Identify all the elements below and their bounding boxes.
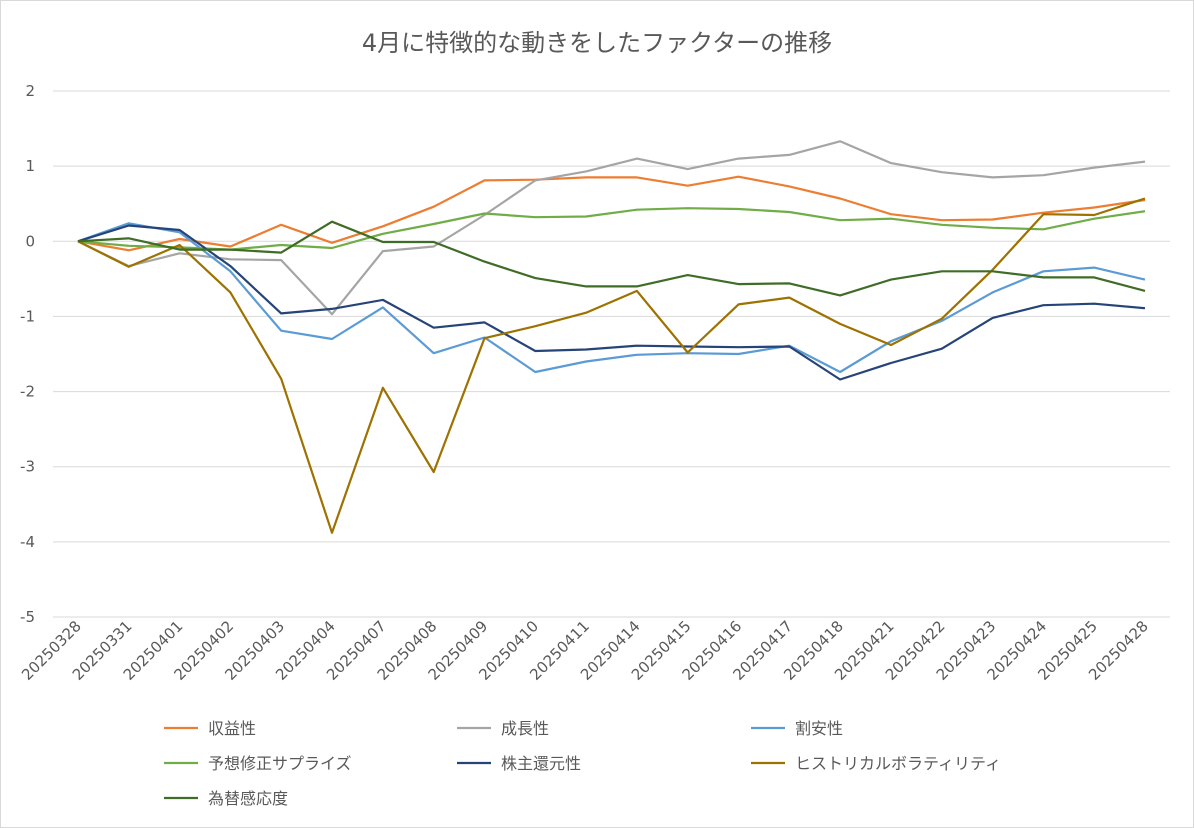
y-tick-label: 1 [25,157,35,175]
legend-label: 割安性 [795,719,843,738]
legend-item: 割安性 [751,719,843,738]
legend-label: ヒストリカルボラティリティ [795,754,1001,773]
series-line-6 [77,220,1146,297]
series-line-5 [77,197,1146,534]
y-tick-label: 2 [25,82,35,100]
y-tick-label: -1 [20,307,35,325]
legend-item: 株主還元性 [457,754,581,773]
gridlines [53,90,1170,618]
y-tick-label: -3 [20,458,35,476]
legend-item: ヒストリカルボラティリティ [751,754,1001,773]
legend-label: 為替感応度 [208,789,288,808]
legend-item: 予想修正サプライズ [164,754,352,773]
x-axis-ticks: 2025032820250331202504012025040220250403… [18,617,1152,684]
y-axis-ticks: 2 1 0 -1 -2 -3 -4 -5 [20,82,35,626]
series-line-2 [77,222,1146,374]
y-tick-label: -2 [20,383,35,401]
legend-label: 収益性 [208,719,256,738]
series-line-1 [77,140,1146,316]
chart-title: 4月に特徴的な動きをしたファクターの推移 [362,29,832,57]
y-tick-label: 0 [25,232,35,250]
series-line-0 [77,175,1146,252]
y-tick-label: -4 [20,533,35,551]
legend-label: 成長性 [501,719,549,738]
legend-item: 成長性 [457,719,549,738]
legend-item: 為替感応度 [164,789,288,808]
legend-label: 予想修正サプライズ [208,754,352,773]
series-line-3 [77,207,1146,251]
legend-label: 株主還元性 [501,754,581,773]
legend-item: 収益性 [164,719,256,738]
y-tick-label: -5 [20,608,35,626]
series-line-4 [77,224,1146,381]
series-lines [77,140,1146,534]
